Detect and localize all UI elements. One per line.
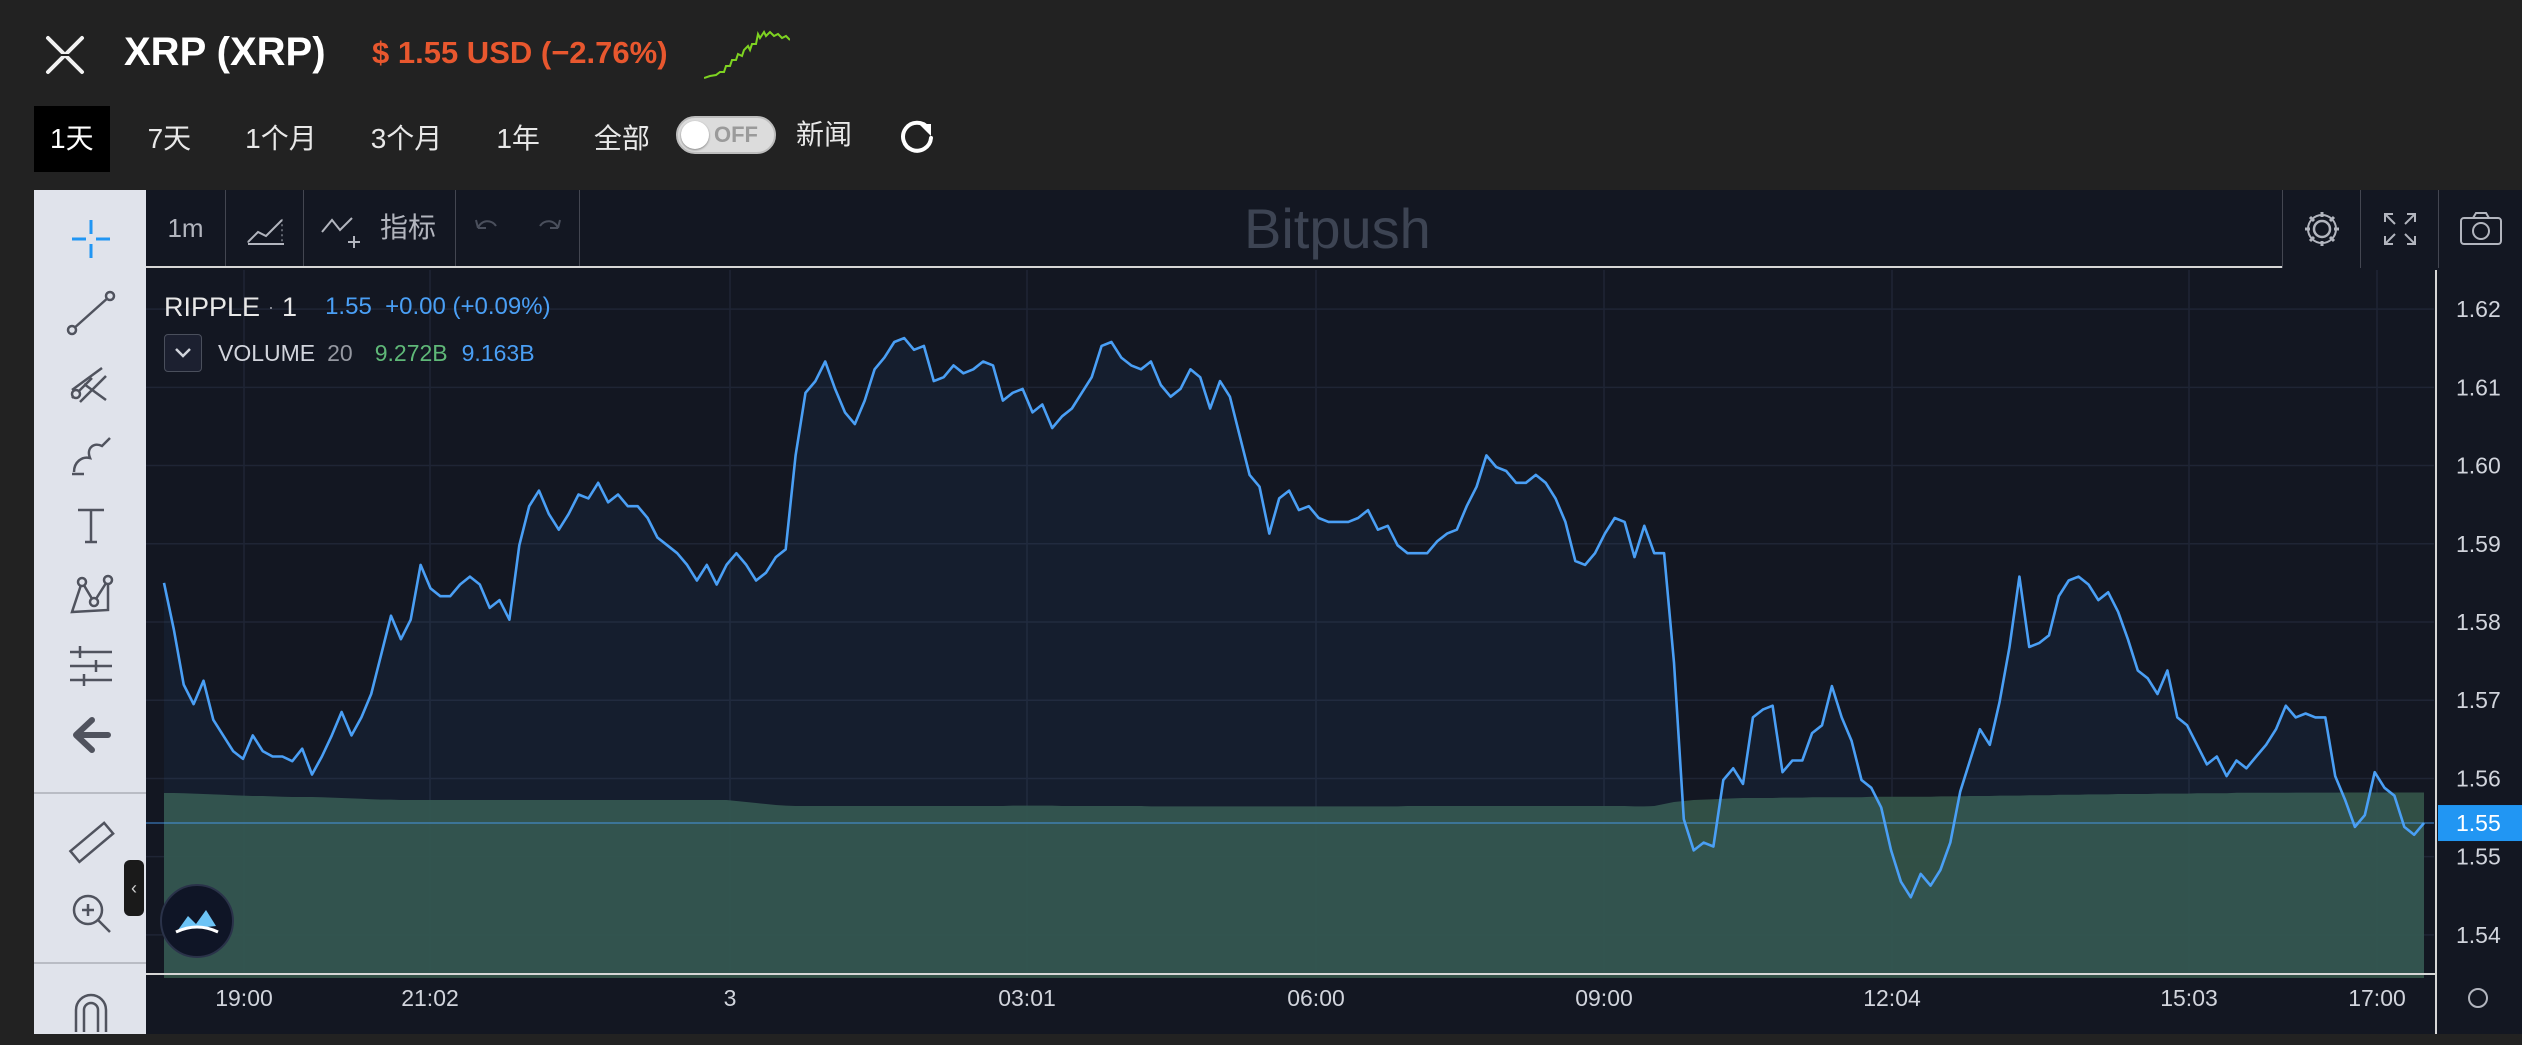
time-axis-label: 09:00 bbox=[1575, 985, 1633, 1011]
watermark: Bitpush bbox=[1244, 197, 1431, 260]
camera-icon[interactable] bbox=[2438, 190, 2522, 268]
time-axis-label: 12:04 bbox=[1863, 985, 1921, 1011]
range-tab[interactable]: 1个月 bbox=[245, 123, 317, 154]
current-price-badge bbox=[2438, 805, 2522, 842]
volume-label: VOLUME bbox=[218, 339, 316, 366]
time-axis-label: 19:00 bbox=[215, 985, 273, 1011]
time-axis-label: 21:02 bbox=[401, 985, 459, 1011]
series-legend: RIPPLE · 1 1.55 +0.00 (+0.09%) bbox=[164, 284, 551, 330]
toggle-knob bbox=[681, 121, 709, 149]
price-axis-label: 1.62 bbox=[2456, 296, 2501, 322]
close-icon[interactable] bbox=[40, 30, 90, 80]
news-toggle[interactable]: OFF bbox=[676, 116, 776, 154]
price-chart[interactable]: 1.62 1.61 1.60 1.59 1.58 1.57 1.56 1.55 1.54 1.55… bbox=[34, 190, 2522, 1034]
undo-redo-group bbox=[456, 190, 580, 266]
time-axis-label: 3 bbox=[724, 985, 737, 1011]
news-label[interactable]: 新闻 bbox=[796, 119, 853, 150]
pitchfork-icon[interactable] bbox=[62, 354, 120, 412]
settings-button[interactable] bbox=[2282, 190, 2360, 268]
time-axis-label: 03:01 bbox=[998, 985, 1056, 1011]
brush-icon[interactable] bbox=[62, 426, 120, 484]
prediction-icon[interactable] bbox=[62, 636, 120, 694]
price-change: $ 1.55 USD (−2.76%) bbox=[372, 35, 668, 70]
range-tab[interactable]: 1年 bbox=[496, 123, 540, 154]
range-tab[interactable]: 1天 bbox=[34, 106, 110, 172]
back-arrow-icon[interactable] bbox=[62, 706, 120, 764]
axis-settings-icon[interactable] bbox=[2468, 988, 2488, 1008]
price-axis-label: 1.56 bbox=[2456, 765, 2501, 791]
price-axis-label: 1.60 bbox=[2456, 453, 2501, 479]
legend-separator: · bbox=[268, 296, 275, 317]
price-axis-label: 1.57 bbox=[2456, 687, 2501, 713]
bitpush-logo[interactable] bbox=[160, 884, 234, 958]
zoom-in-icon[interactable] bbox=[62, 884, 120, 942]
interval-button[interactable]: 1m bbox=[146, 190, 226, 266]
ruler-icon[interactable] bbox=[62, 814, 120, 872]
volume-legend: VOLUME 20 9.272B 9.163B bbox=[164, 330, 551, 376]
symbol-name: RIPPLE bbox=[164, 291, 261, 322]
indicators-button[interactable]: 指标 bbox=[304, 190, 456, 266]
redo-icon[interactable] bbox=[539, 219, 561, 229]
price-axis-label: 1.61 bbox=[2456, 374, 2501, 400]
refresh-icon[interactable] bbox=[895, 114, 939, 158]
sidebar-collapse-button[interactable]: ‹ bbox=[124, 860, 144, 916]
text-tool-icon[interactable] bbox=[62, 496, 120, 554]
price-change-value: 1.55 +0.00 (+0.09%) bbox=[325, 293, 551, 320]
volume-area bbox=[164, 792, 2424, 978]
sparkline-chart bbox=[704, 30, 790, 79]
trend-line-icon[interactable] bbox=[62, 284, 120, 342]
time-axis-label: 15:03 bbox=[2160, 985, 2218, 1011]
volume-value: 9.272B bbox=[374, 339, 448, 366]
symbol-interval: 1 bbox=[282, 291, 298, 322]
toggle-label: OFF bbox=[714, 122, 758, 147]
price-line bbox=[162, 336, 2425, 899]
crosshair-icon[interactable] bbox=[62, 210, 120, 268]
time-axis-label: 06:00 bbox=[1287, 985, 1345, 1011]
price-axis-label: 1.58 bbox=[2456, 609, 2501, 635]
price-axis-label: 1.55 bbox=[2456, 844, 2501, 870]
undo-icon[interactable] bbox=[475, 219, 497, 229]
current-price-label: 1.55 bbox=[2456, 810, 2501, 836]
time-range-selector: 1天 7天 1个月 3个月 1年 全部 bbox=[34, 106, 688, 172]
chart-toolbar: 1m 指标 bbox=[146, 190, 2432, 268]
volume-length: 20 bbox=[327, 339, 353, 366]
pattern-icon[interactable] bbox=[62, 566, 120, 624]
toolbar-divider bbox=[34, 792, 146, 794]
price-axis-label: 1.54 bbox=[2456, 922, 2501, 948]
time-axis-label: 17:00 bbox=[2348, 985, 2406, 1011]
magnet-icon[interactable] bbox=[62, 982, 120, 1040]
chart-legend: RIPPLE · 1 1.55 +0.00 (+0.09%) VOLUME 20… bbox=[164, 284, 551, 376]
indicators-label: 指标 bbox=[380, 212, 437, 243]
range-tab[interactable]: 全部 bbox=[593, 123, 650, 154]
toolbar-divider bbox=[34, 962, 146, 964]
coin-title: XRP (XRP) bbox=[124, 30, 326, 74]
range-tab[interactable]: 3个月 bbox=[370, 123, 443, 154]
header: XRP (XRP) $ 1.55 USD (−2.76%) 1天 7天 1个月 3个月… bbox=[0, 0, 2522, 190]
price-axis-label: 1.59 bbox=[2456, 531, 2501, 557]
price-area bbox=[164, 338, 2424, 975]
fullscreen-button[interactable] bbox=[2360, 190, 2438, 268]
chart-type-button[interactable] bbox=[226, 190, 304, 266]
indicators-icon bbox=[321, 217, 360, 248]
legend-collapse-button[interactable] bbox=[164, 334, 202, 372]
range-tab[interactable]: 7天 bbox=[147, 123, 192, 154]
volume-ma-value: 9.163B bbox=[461, 339, 535, 366]
